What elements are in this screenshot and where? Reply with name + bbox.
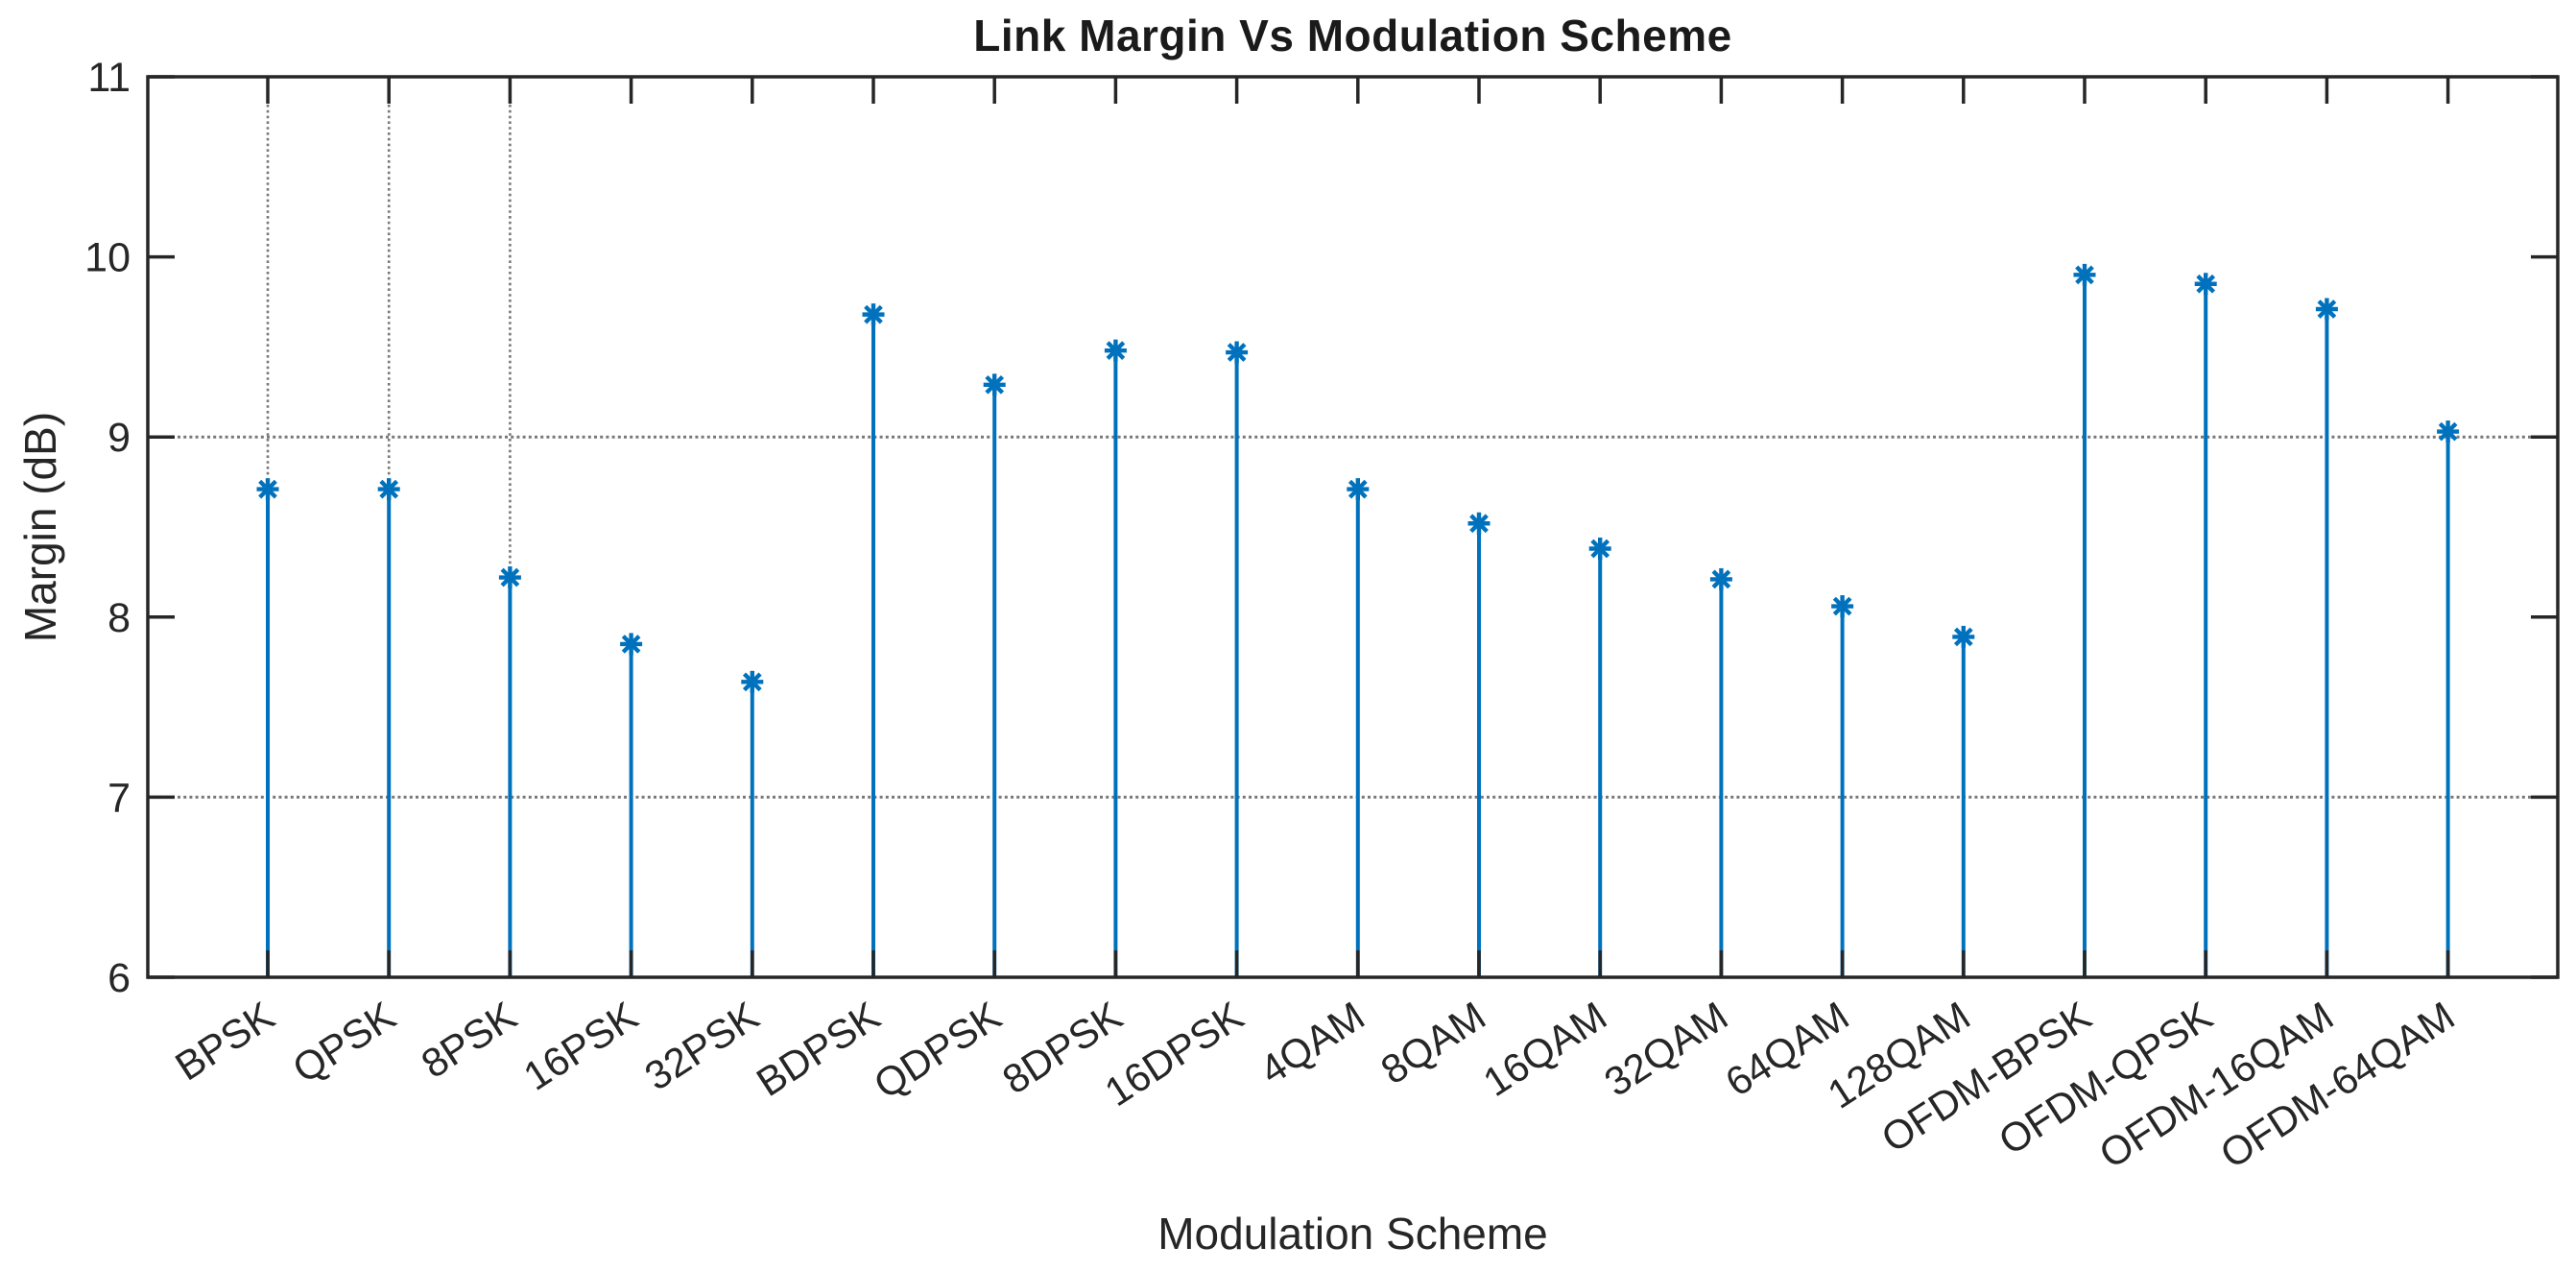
x-axis-label: Modulation Scheme <box>1157 1209 1548 1259</box>
marker-OFDM-64QAM <box>2437 420 2460 444</box>
y-tick-label-9: 9 <box>107 415 131 461</box>
x-tick-label-4QAM: 4QAM <box>1252 993 1371 1092</box>
y-axis-label-text: Margin (dB) <box>15 411 65 643</box>
marker-8DPSK <box>1104 339 1127 362</box>
y-tick-label-7: 7 <box>107 775 131 821</box>
marker-line <box>1227 343 1247 362</box>
marker-OFDM-QPSK <box>2194 273 2217 296</box>
marker-line <box>985 374 1005 395</box>
marker-line <box>1106 341 1126 361</box>
x-tick-label-QDPSK: QDPSK <box>866 993 1009 1108</box>
marker-64QAM <box>1831 595 1854 618</box>
marker-line <box>2438 421 2458 442</box>
axes-box <box>146 75 2560 979</box>
marker-32PSK <box>741 670 764 693</box>
x-tick-label-32QAM: 32QAM <box>1596 993 1735 1105</box>
marker-4QAM <box>1347 478 1370 501</box>
marker-line <box>500 567 520 588</box>
x-tick-label-8PSK: 8PSK <box>414 993 525 1087</box>
marker-line <box>258 479 277 499</box>
marker-128QAM <box>1952 625 1975 648</box>
marker-8PSK <box>498 566 521 589</box>
marker-line <box>742 672 762 692</box>
marker-OFDM-16QAM <box>2315 298 2338 321</box>
marker-line <box>621 635 641 654</box>
y-tick-label-10: 10 <box>84 235 131 281</box>
marker-line <box>1953 627 1973 647</box>
marker-QPSK <box>377 478 400 501</box>
y-tick-label-6: 6 <box>107 955 131 1001</box>
marker-line <box>1469 514 1489 534</box>
marker-line <box>864 304 883 324</box>
marker-16DPSK <box>1226 341 1249 364</box>
x-tick-label-16DPSK: 16DPSK <box>1097 993 1252 1115</box>
y-tick-label-11: 11 <box>87 55 131 101</box>
marker-BDPSK <box>862 303 885 326</box>
marker-line <box>379 479 399 499</box>
marker-16PSK <box>620 633 643 656</box>
y-tick-label-8: 8 <box>107 595 131 641</box>
marker-32QAM <box>1709 567 1732 590</box>
marker-QDPSK <box>983 373 1006 396</box>
x-tick-label-16QAM: 16QAM <box>1475 993 1614 1105</box>
marker-line <box>1711 569 1731 589</box>
x-tick-label-32PSK: 32PSK <box>636 993 766 1099</box>
x-tick-label-8QAM: 8QAM <box>1372 993 1492 1092</box>
marker-line <box>2075 265 2094 285</box>
x-tick-label-QPSK: QPSK <box>285 993 403 1091</box>
marker-8QAM <box>1467 512 1491 535</box>
x-tick-label-BDPSK: BDPSK <box>749 993 888 1105</box>
marker-line <box>1348 479 1368 499</box>
chart-title: Link Margin Vs Modulation Scheme <box>973 11 1732 60</box>
marker-BPSK <box>256 478 279 501</box>
x-tick-label-BPSK: BPSK <box>167 993 282 1089</box>
marker-line <box>1832 596 1852 616</box>
x-tick-label-16PSK: 16PSK <box>515 993 645 1099</box>
marker-line <box>2317 300 2337 319</box>
marker-line <box>2196 274 2216 294</box>
marker-line <box>1590 539 1610 559</box>
marker-16QAM <box>1588 538 1611 561</box>
marker-OFDM-BPSK <box>2073 263 2096 286</box>
